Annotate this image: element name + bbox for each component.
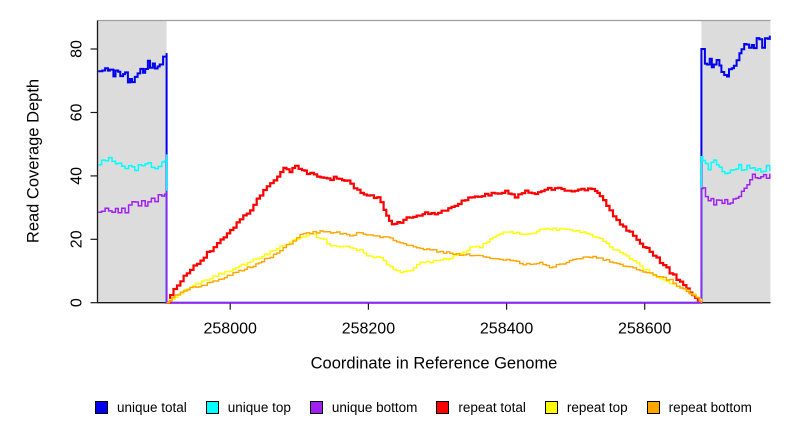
legend-entry-repeat-bottom: repeat bottom: [646, 399, 752, 415]
x-tick-label: 258400: [480, 321, 533, 338]
legend-entry-unique-total: unique total: [95, 400, 187, 415]
legend-label-unique-bottom: unique bottom: [331, 399, 418, 415]
legend-entry-unique-top: unique top: [205, 399, 291, 415]
legend-swatch-repeat-bottom: [646, 400, 660, 414]
series-line-repeat-bottom: [166, 230, 703, 304]
legend-swatch-repeat-total: [436, 400, 450, 414]
series-line-repeat-total: [166, 164, 703, 304]
legend-label-unique-total: unique total: [117, 399, 187, 415]
legend-entry-unique-bottom: unique bottom: [309, 399, 418, 415]
legend-label-repeat-bottom: repeat bottom: [668, 399, 752, 415]
y-tick-label: 60: [69, 104, 86, 122]
series-line-unique-bottom: [98, 173, 771, 304]
legend-label-repeat-top: repeat top: [566, 399, 628, 415]
legend: unique total unique top unique bottom repea…: [95, 399, 752, 415]
x-tick-label: 258600: [618, 321, 671, 338]
shaded-region-left: [97, 20, 167, 303]
legend-swatch-unique-top: [205, 400, 219, 414]
legend-label-repeat-total: repeat total: [458, 399, 526, 415]
x-tick-label: 258200: [342, 321, 395, 338]
legend-swatch-repeat-top: [544, 400, 558, 414]
series-line-repeat-top: [166, 227, 703, 304]
legend-swatch-unique-bottom: [309, 400, 323, 414]
legend-label-unique-top: unique top: [227, 399, 291, 415]
y-tick-label: 80: [69, 40, 86, 58]
x-axis-title: Coordinate in Reference Genome: [310, 354, 558, 373]
y-tick-label: 40: [69, 167, 86, 185]
legend-entry-repeat-top: repeat top: [544, 399, 628, 415]
y-axis-title: Read Coverage Depth: [24, 78, 43, 244]
y-tick-label: 20: [69, 230, 86, 248]
x-tick-label: 258000: [204, 321, 257, 338]
legend-swatch-unique-total: [95, 400, 108, 414]
y-tick-label: 0: [69, 298, 86, 307]
legend-entry-repeat-total: repeat total: [436, 400, 526, 415]
